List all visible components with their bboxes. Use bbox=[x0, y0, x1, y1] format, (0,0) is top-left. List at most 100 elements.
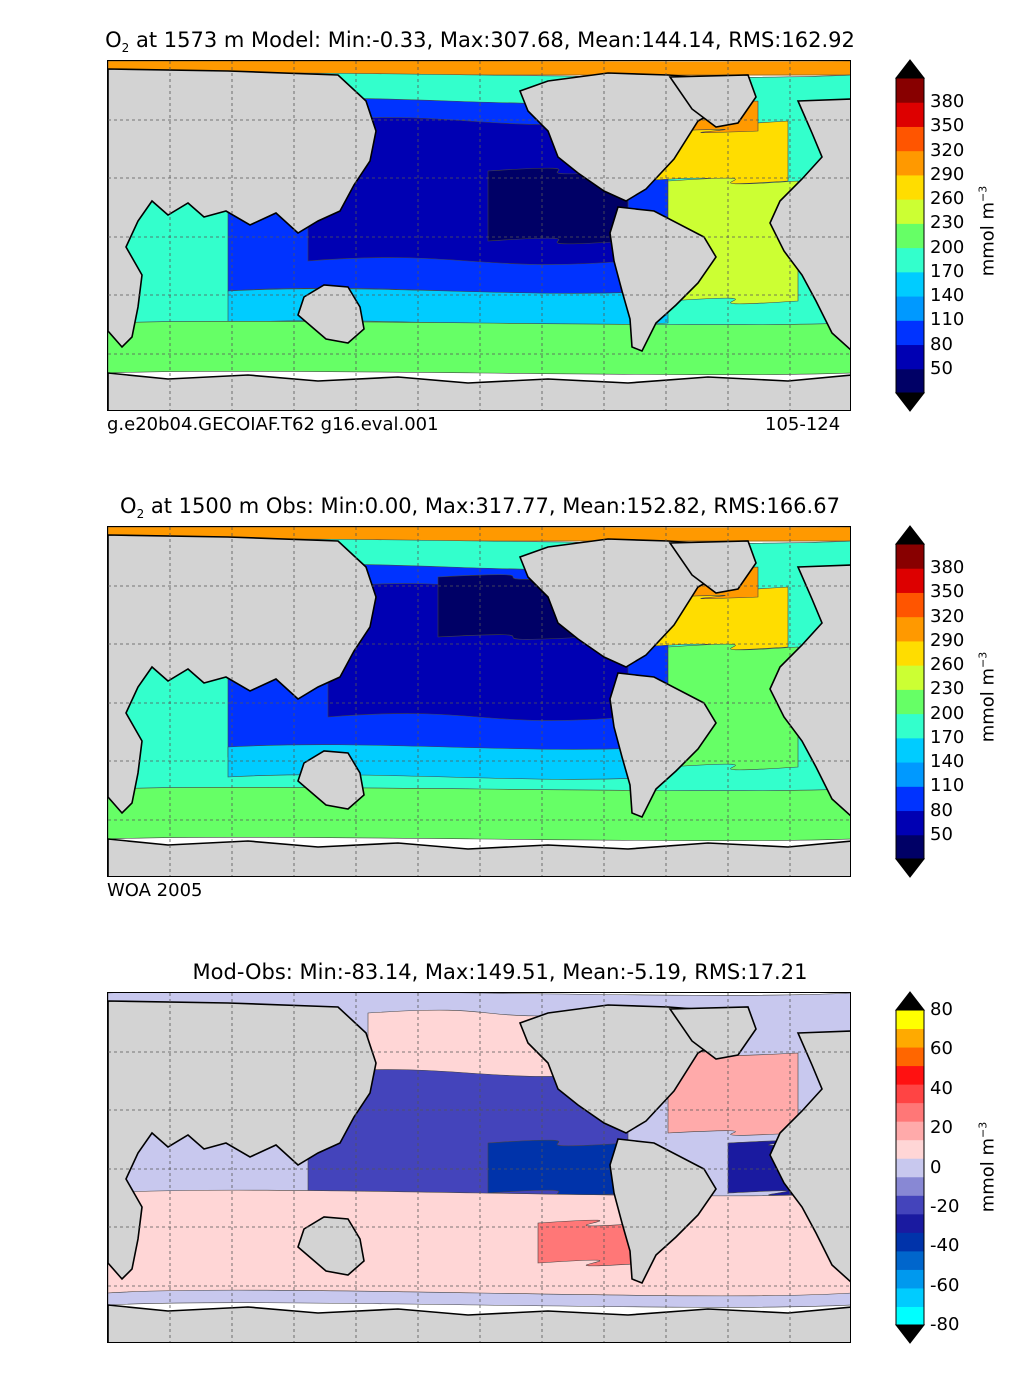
colorbar-tick-label: 110 bbox=[930, 309, 965, 331]
colorbar-swatch bbox=[896, 1269, 924, 1289]
colorbar-tick-label: 20 bbox=[930, 1117, 953, 1139]
landmass bbox=[769, 564, 850, 817]
title-text: at 1573 m Model: Min:-0.33, Max:307.68, … bbox=[129, 28, 855, 52]
map-svg bbox=[108, 61, 850, 410]
colorbar-swatch bbox=[896, 1121, 924, 1141]
colorbar-tick-label: 170 bbox=[930, 726, 965, 748]
colorbar bbox=[894, 59, 926, 412]
colorbar-swatch bbox=[896, 368, 924, 394]
title-text: at 1500 m Obs: Min:0.00, Max:317.77, Mea… bbox=[144, 494, 840, 518]
colorbar-tick-label: -20 bbox=[930, 1195, 960, 1217]
landmass bbox=[108, 1000, 377, 1281]
colorbar-tick-label: 200 bbox=[930, 236, 965, 258]
colorbar-svg bbox=[894, 525, 926, 878]
colorbar-swatch bbox=[896, 1047, 924, 1067]
colorbar-tick-label: 230 bbox=[930, 678, 965, 700]
landmass bbox=[297, 750, 365, 810]
colorbar-tick-label: 380 bbox=[930, 557, 965, 579]
colorbar bbox=[894, 525, 926, 878]
colorbar-swatch bbox=[896, 296, 924, 321]
colorbar-tick-label: 50 bbox=[930, 823, 953, 845]
colorbar-swatch bbox=[896, 1065, 924, 1085]
map-svg bbox=[108, 993, 850, 1342]
colorbar-tick-label: 0 bbox=[930, 1156, 942, 1178]
colorbar-swatch bbox=[896, 320, 924, 346]
colorbar-tick-label: -80 bbox=[930, 1314, 960, 1335]
colorbar-tick-label: 50 bbox=[930, 357, 953, 379]
map-svg bbox=[108, 527, 850, 876]
landmass bbox=[108, 534, 377, 815]
colorbar-tick-label: 170 bbox=[930, 260, 965, 282]
colorbar-over-extension bbox=[894, 991, 926, 1011]
colorbar-svg bbox=[894, 59, 926, 412]
title-subscript: 2 bbox=[136, 507, 145, 522]
landmass bbox=[108, 372, 850, 410]
colorbar-swatch bbox=[896, 1213, 924, 1233]
landmass bbox=[668, 1006, 757, 1060]
landmass bbox=[108, 1304, 850, 1342]
colorbar-tick-label: 40 bbox=[930, 1077, 953, 1099]
colorbar-tick-label: 350 bbox=[930, 581, 965, 603]
panel-title: O2 at 1573 m Model: Min:-0.33, Max:307.6… bbox=[0, 28, 960, 55]
colorbar-swatch bbox=[896, 640, 924, 666]
landmass bbox=[609, 1138, 717, 1285]
title-subscript: 2 bbox=[121, 41, 130, 56]
colorbar-swatch bbox=[896, 1158, 924, 1178]
colorbar-swatch bbox=[896, 1010, 924, 1030]
colorbar-swatch bbox=[896, 1176, 924, 1196]
colorbar-swatch bbox=[896, 713, 924, 739]
colorbar-swatch bbox=[896, 223, 924, 249]
panel-model: O2 at 1573 m Model: Min:-0.33, Max:307.6… bbox=[0, 0, 1033, 460]
field-contour-band bbox=[108, 1189, 850, 1297]
colorbar-swatch bbox=[896, 1102, 924, 1122]
colorbar-swatch bbox=[896, 150, 924, 176]
panel-title: Mod-Obs: Min:-83.14, Max:149.51, Mean:-5… bbox=[192, 960, 808, 984]
colorbar-tick-label: 80 bbox=[930, 999, 953, 1020]
landmass bbox=[668, 540, 757, 594]
colorbar-tick-label: 320 bbox=[930, 139, 965, 161]
colorbar-svg bbox=[894, 991, 926, 1344]
colorbar-swatch bbox=[896, 1084, 924, 1104]
colorbar-swatch bbox=[896, 1287, 924, 1307]
colorbar-swatch bbox=[896, 1139, 924, 1159]
colorbar-swatch bbox=[896, 737, 924, 763]
colorbar-unit-label: mmol m−3 bbox=[976, 1121, 999, 1213]
colorbar-tick-label: 60 bbox=[930, 1038, 953, 1060]
landmass bbox=[108, 838, 850, 876]
colorbar-tick-label: 140 bbox=[930, 285, 965, 307]
colorbar-swatch bbox=[896, 1232, 924, 1252]
landmass bbox=[668, 74, 757, 128]
landmass bbox=[297, 284, 365, 344]
colorbar-swatch bbox=[896, 1028, 924, 1048]
colorbar-swatch bbox=[896, 544, 924, 569]
colorbar-swatch bbox=[896, 174, 924, 200]
colorbar-swatch bbox=[896, 810, 924, 836]
colorbar-tick-label: 350 bbox=[930, 115, 965, 137]
colorbar-tick-label: -60 bbox=[930, 1274, 960, 1296]
landmass bbox=[769, 98, 850, 351]
colorbar-tick-label: 80 bbox=[930, 799, 953, 821]
colorbar-tick-label: 290 bbox=[930, 163, 965, 185]
colorbar-tick-label: 380 bbox=[930, 91, 965, 113]
colorbar-swatch bbox=[896, 344, 924, 370]
title-species: O bbox=[120, 494, 137, 518]
field-contour-band bbox=[487, 1139, 629, 1197]
map-plot bbox=[107, 992, 851, 1343]
colorbar-tick-label: 260 bbox=[930, 654, 965, 676]
colorbar-swatch bbox=[896, 689, 924, 715]
colorbar-tick-label: 200 bbox=[930, 702, 965, 724]
map-plot bbox=[107, 60, 851, 411]
map-plot bbox=[107, 526, 851, 877]
colorbar-tick-label: 260 bbox=[930, 188, 965, 210]
years-label: 105-124 bbox=[765, 414, 841, 435]
colorbar-swatch bbox=[896, 126, 924, 152]
colorbar-swatch bbox=[896, 199, 924, 224]
colorbar-swatch bbox=[896, 592, 924, 618]
run-id-label: g.e20b04.GECOIAF.T62 g16.eval.001 bbox=[107, 414, 439, 435]
landmass bbox=[108, 68, 377, 349]
landmass bbox=[609, 206, 717, 353]
colorbar-tick-label: 320 bbox=[930, 605, 965, 627]
landmass bbox=[769, 1030, 850, 1283]
colorbar-tick-label: 290 bbox=[930, 629, 965, 651]
